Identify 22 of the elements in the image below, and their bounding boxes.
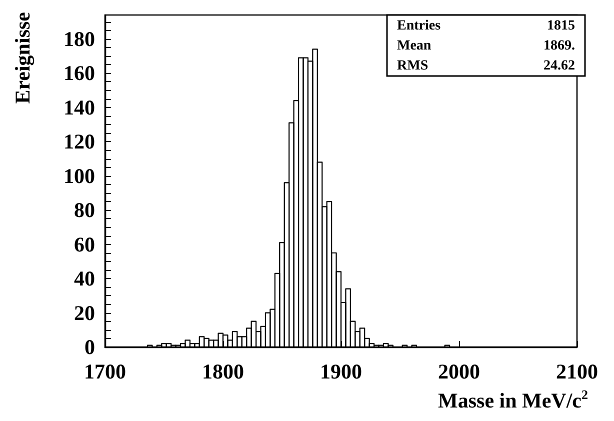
annotation: Mean xyxy=(397,38,432,54)
annotation: 1815 xyxy=(547,18,575,34)
x-tick-label: 2100 xyxy=(556,360,598,384)
y-tick-label: 0 xyxy=(84,335,95,359)
y-tick-label: 140 xyxy=(64,95,95,120)
y-tick-label: 120 xyxy=(64,130,95,154)
y-tick-label: 160 xyxy=(64,61,95,86)
annotation: RMS xyxy=(397,58,428,74)
y-tick-label: 80 xyxy=(74,198,95,222)
annotation: 1869. xyxy=(544,38,575,54)
annotation: 24.62 xyxy=(544,58,575,74)
y-tick-label: 180 xyxy=(64,26,95,51)
y-axis-title: Ereignisse xyxy=(10,12,34,104)
y-tick-label: 40 xyxy=(74,266,95,291)
y-tick-label: 100 xyxy=(64,164,95,188)
x-tick-label: 2000 xyxy=(438,360,480,384)
x-tick-label: 1800 xyxy=(202,360,244,384)
y-tick-label: 60 xyxy=(74,232,95,256)
x-tick-label: 1700 xyxy=(84,360,126,384)
x-tick-label: 1900 xyxy=(320,360,362,384)
y-tick-label: 20 xyxy=(74,300,95,325)
annotation: Entries xyxy=(397,18,442,34)
